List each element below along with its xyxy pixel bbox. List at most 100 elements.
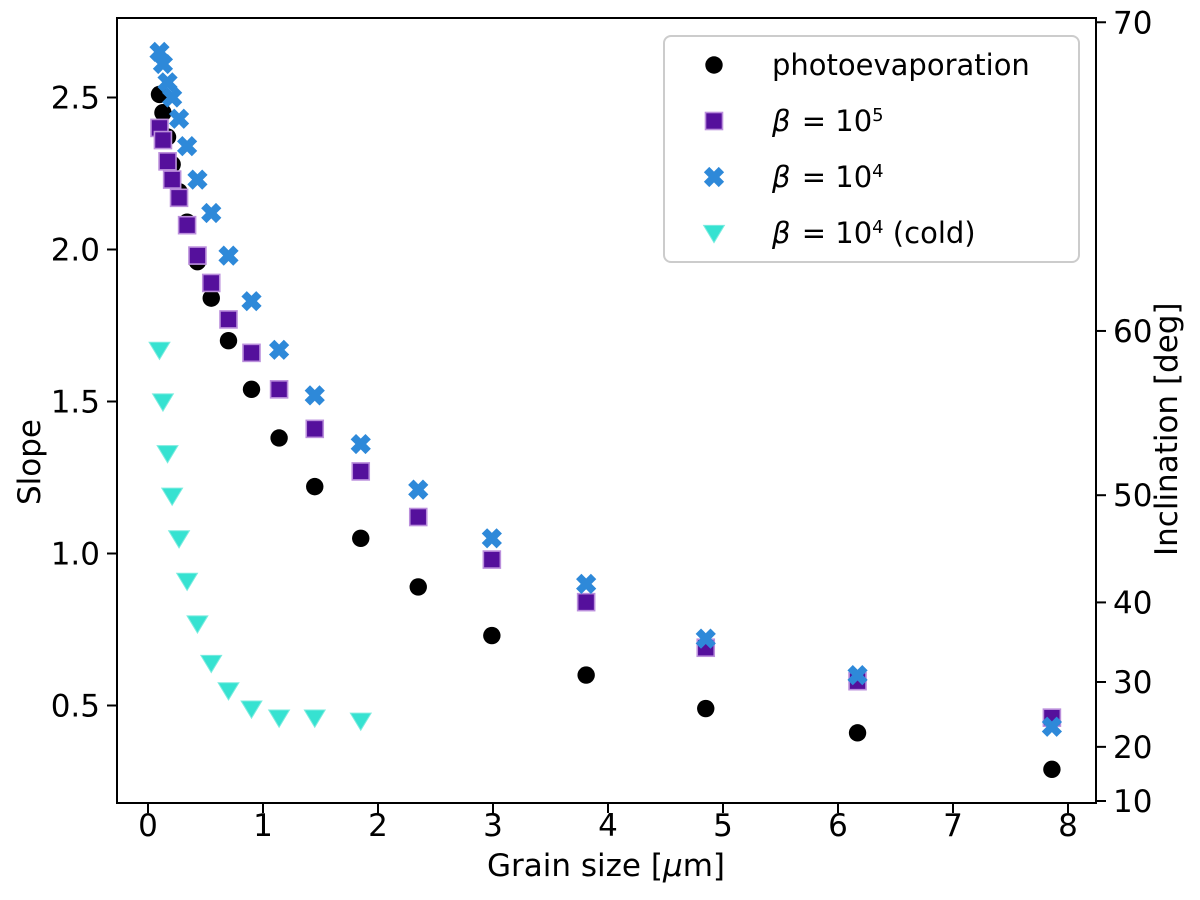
x-axis-label: Grain size [μm] <box>406 845 806 887</box>
beta-symbol: β <box>772 216 791 250</box>
legend: photoevaporation β = 105 β = 104 β = 104 (c… <box>663 35 1080 263</box>
data-point <box>240 700 263 720</box>
data-point <box>483 626 501 645</box>
legend-text: = 10 <box>792 104 873 138</box>
data-point <box>151 393 175 413</box>
data-point <box>697 699 715 718</box>
data-point <box>156 445 179 464</box>
data-point <box>152 53 174 75</box>
plot-border <box>116 17 1097 804</box>
data-point <box>351 462 371 481</box>
data-point <box>186 615 209 634</box>
y-tick-label: 2.0 <box>51 233 100 269</box>
data-point <box>148 341 171 361</box>
data-point <box>303 709 327 729</box>
legend-marker <box>705 56 723 74</box>
data-point <box>408 479 429 500</box>
y-axis-label: Slope <box>12 419 48 506</box>
x-tick-label: 6 <box>828 808 848 844</box>
series-3 <box>148 341 373 732</box>
data-point <box>242 380 261 399</box>
legend-label-2: β = 104 <box>772 160 884 194</box>
x-axis-label-post: m] <box>682 848 725 884</box>
data-point <box>349 712 373 732</box>
data-point <box>1043 760 1061 779</box>
legend-marker <box>702 224 726 244</box>
exponent: 4 <box>872 161 884 183</box>
x-tick-label: 5 <box>713 808 733 844</box>
data-point <box>408 507 428 527</box>
data-point <box>268 339 290 360</box>
right-tick-label: 60 <box>1113 314 1152 350</box>
legend-label-0: photoevaporation <box>772 48 1030 82</box>
exponent: 4 <box>872 217 884 239</box>
data-point <box>160 487 184 507</box>
data-point <box>153 130 173 150</box>
right-tick-label: 20 <box>1113 730 1152 766</box>
legend-label-3: β = 104 (cold) <box>772 216 976 250</box>
y-tick-label: 1.5 <box>51 385 100 421</box>
right-tick-label: 10 <box>1113 784 1152 820</box>
x-tick-label: 2 <box>368 808 388 844</box>
data-point <box>270 429 288 447</box>
data-point <box>176 136 198 157</box>
x-tick-label: 7 <box>943 808 963 844</box>
data-point <box>1041 716 1063 737</box>
data-point <box>267 709 291 729</box>
legend-row-1: β = 105 <box>665 93 1078 149</box>
x-axis-label-pre: Grain size [ <box>487 848 663 884</box>
data-point <box>169 188 189 208</box>
x-tick-label: 0 <box>138 808 158 844</box>
right-axis-label: Inclination [deg] <box>1149 302 1185 556</box>
legend-text: = 10 <box>792 160 873 194</box>
data-point <box>202 289 220 307</box>
data-point <box>576 573 597 595</box>
legend-label-1: β = 105 <box>772 104 884 138</box>
square-icon <box>704 111 724 131</box>
triangle_down-legend-icon <box>692 215 736 251</box>
data-point <box>157 72 178 93</box>
series-2 <box>149 41 1063 737</box>
data-point <box>350 433 371 455</box>
data-point <box>577 666 595 684</box>
data-point <box>695 628 716 649</box>
x_filled-icon <box>703 166 725 188</box>
data-point <box>149 41 170 63</box>
data-point <box>177 215 197 235</box>
data-point <box>242 343 261 363</box>
beta-symbol: β <box>772 160 791 194</box>
data-point <box>219 310 238 329</box>
legend-text-suffix: (cold) <box>883 216 976 250</box>
legend-row-3: β = 104 (cold) <box>665 205 1078 261</box>
data-point <box>304 385 325 406</box>
right-tick-label: 50 <box>1113 478 1152 514</box>
legend-marker <box>704 111 724 131</box>
data-point <box>482 550 502 569</box>
square-legend-icon <box>692 103 736 139</box>
circle-legend-icon <box>692 47 736 83</box>
data-point <box>175 572 199 592</box>
x-tick-label: 8 <box>1058 808 1078 844</box>
data-point <box>154 104 172 122</box>
data-point <box>199 654 223 674</box>
data-point <box>217 682 240 701</box>
right-tick-label: 30 <box>1113 665 1152 701</box>
data-point <box>187 169 208 190</box>
data-point <box>269 380 289 399</box>
x_filled-legend-icon <box>692 159 736 195</box>
data-point <box>352 529 370 547</box>
data-point <box>162 87 183 108</box>
data-point <box>241 291 262 312</box>
data-point <box>576 592 596 612</box>
data-point <box>218 245 239 266</box>
x-tick-label: 3 <box>483 808 503 844</box>
data-point <box>219 332 238 350</box>
data-point <box>481 528 502 549</box>
data-point <box>162 170 182 189</box>
legend-text: = 10 <box>792 216 873 250</box>
x-tick-label: 4 <box>598 808 618 844</box>
data-point <box>168 108 190 129</box>
legend-marker <box>703 166 725 188</box>
